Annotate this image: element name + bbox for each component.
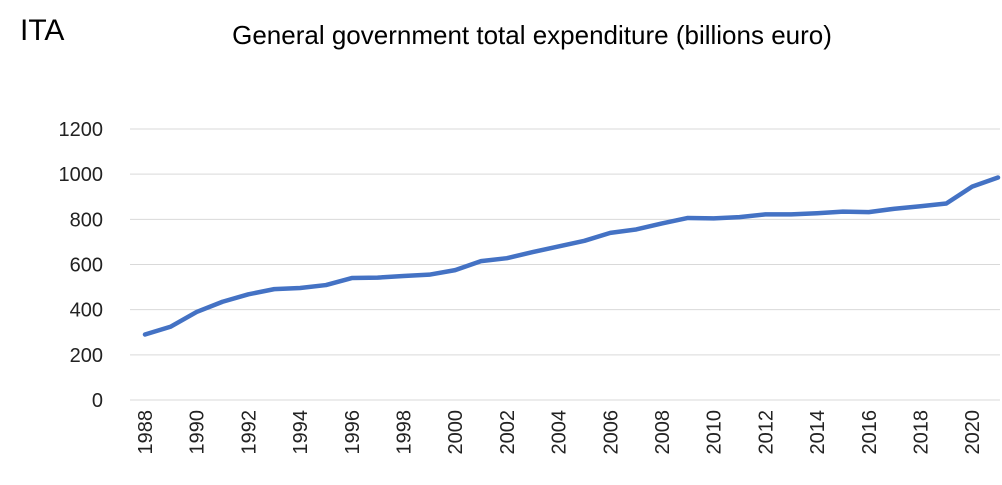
y-tick-label: 400 (70, 300, 103, 322)
x-tick-label: 1992 (238, 410, 260, 455)
chart-title: General government total expenditure (bi… (232, 20, 832, 50)
y-tick-label: 800 (70, 209, 103, 231)
x-tick-label: 2010 (704, 410, 726, 455)
x-tick-label: 2016 (859, 410, 881, 455)
x-tick-label: 2020 (962, 410, 984, 455)
y-tick-label: 1000 (59, 164, 104, 186)
x-tick-label: 2018 (910, 410, 932, 455)
y-tick-label: 0 (92, 390, 103, 412)
x-tick-label: 1994 (290, 410, 312, 455)
x-tick-label: 1990 (187, 410, 209, 455)
y-tick-label: 1200 (59, 119, 104, 141)
data-line (142, 175, 1001, 337)
x-tick-label: 2012 (755, 410, 777, 455)
x-tick-label: 1998 (393, 410, 415, 455)
x-tick-label: 2004 (549, 410, 571, 455)
x-tick-label: 2006 (600, 410, 622, 455)
y-tick-label: 200 (70, 345, 103, 367)
country-label: ITA (20, 14, 64, 47)
y-tick-label: 600 (70, 255, 103, 277)
x-tick-label: 1996 (342, 410, 364, 455)
x-tick-label: 2002 (497, 410, 519, 455)
x-tick-label: 2008 (652, 410, 674, 455)
x-tick-label: 1988 (135, 410, 157, 455)
x-tick-label: 2014 (807, 410, 829, 455)
x-tick-label: 2000 (445, 410, 467, 455)
